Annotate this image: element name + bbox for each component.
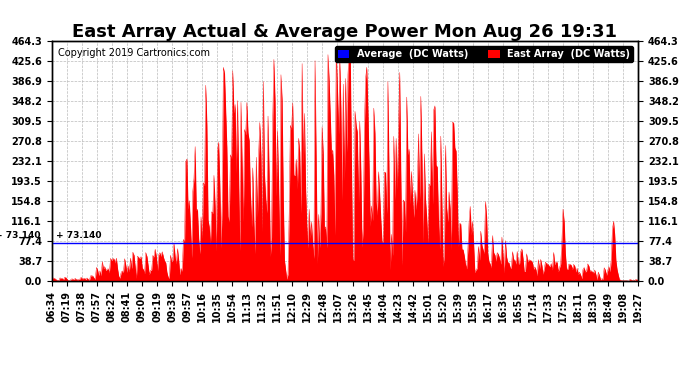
Text: + 73.140: + 73.140 (0, 231, 40, 240)
Title: East Array Actual & Average Power Mon Aug 26 19:31: East Array Actual & Average Power Mon Au… (72, 23, 618, 41)
Legend: Average  (DC Watts), East Array  (DC Watts): Average (DC Watts), East Array (DC Watts… (335, 46, 633, 62)
Text: Copyright 2019 Cartronics.com: Copyright 2019 Cartronics.com (58, 48, 210, 58)
Text: + 73.140: + 73.140 (56, 231, 101, 240)
